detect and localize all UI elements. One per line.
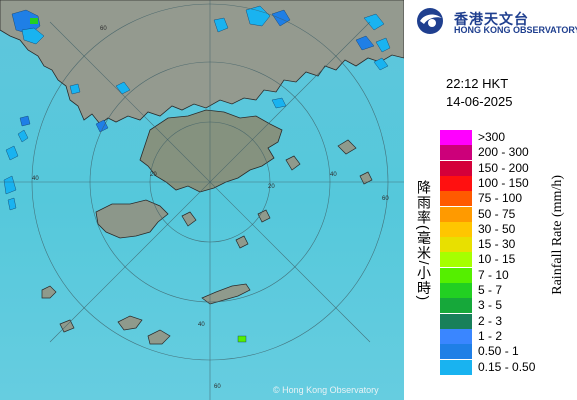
legend-swatch (440, 344, 472, 360)
legend-swatch (440, 237, 472, 253)
legend-swatch (440, 191, 472, 207)
legend-swatch (440, 160, 472, 176)
rain-echo-green (30, 18, 247, 343)
legend-swatch (440, 298, 472, 314)
ring-label: 40 (198, 322, 205, 328)
copyright-notice: © Hong Kong Observatory (273, 385, 379, 395)
legend-swatch (440, 283, 472, 298)
rain-echoes (3, 5, 391, 211)
legend-label: 100 - 150 (478, 175, 529, 190)
legend-swatch (440, 206, 472, 222)
radar-map[interactable]: 60 60 40 40 20 20 40 60 (0, 0, 404, 400)
lantau-island (95, 199, 169, 239)
legend-label: 0.15 - 0.50 (478, 359, 536, 374)
ring-label: 60 (382, 196, 389, 202)
legend-label: 5 - 7 (478, 283, 503, 297)
range-rings (0, 0, 404, 400)
legend-swatch (440, 252, 472, 268)
legend-swatch (440, 221, 472, 237)
legend-label: 75 - 100 (478, 191, 523, 206)
logo-text-zh: 香港天文台 (454, 11, 529, 27)
hong-kong-land (139, 109, 283, 193)
legend-swatch (440, 267, 472, 283)
logo-text-en: HONG KONG OBSERVATORY (454, 25, 577, 35)
legend-title-en: Rainfall Rate (mm/h) (550, 175, 565, 295)
legend-label: >300 (478, 130, 506, 144)
observation-date: 14-06-2025 (446, 94, 513, 109)
ring-label: 40 (32, 176, 39, 182)
ring-label: 20 (268, 184, 275, 190)
legend-swatch (440, 359, 472, 375)
legend-swatch (440, 145, 472, 161)
legend-swatch (440, 175, 472, 191)
legend-label: 0.50 - 1 (478, 344, 519, 359)
legend-label: 2 - 3 (478, 313, 503, 328)
outlying-islands (41, 139, 373, 345)
legend-label: 30 - 50 (478, 221, 516, 236)
legend-title-zh: 降雨率(毫米/小時) (416, 180, 432, 302)
legend-label: 50 - 75 (478, 206, 516, 221)
ring-label: 20 (150, 172, 157, 178)
legend-label: 10 - 15 (478, 252, 516, 267)
legend-swatch (440, 328, 472, 344)
legend-label: 7 - 10 (478, 267, 509, 282)
hko-logo-icon (417, 8, 443, 34)
legend-label: 150 - 200 (478, 160, 529, 175)
legend-label: 200 - 300 (478, 145, 529, 160)
range-ring-labels: 60 60 40 40 20 20 40 60 (32, 26, 389, 390)
legend-label: 3 - 5 (478, 298, 503, 313)
observation-time: 22:12 HKT (446, 76, 509, 91)
legend-swatch (440, 130, 472, 145)
legend-panel: 香港天文台 HONG KONG OBSERVATORY 22:12 HKT 14… (404, 0, 577, 400)
legend-label: 15 - 30 (478, 237, 516, 252)
hko-logo: 香港天文台 HONG KONG OBSERVATORY (414, 6, 577, 36)
ring-label: 60 (214, 384, 221, 390)
ring-label: 60 (100, 26, 107, 32)
legend-swatch (440, 313, 472, 329)
legend-label: 1 - 2 (478, 328, 503, 343)
ring-label: 40 (330, 172, 337, 178)
